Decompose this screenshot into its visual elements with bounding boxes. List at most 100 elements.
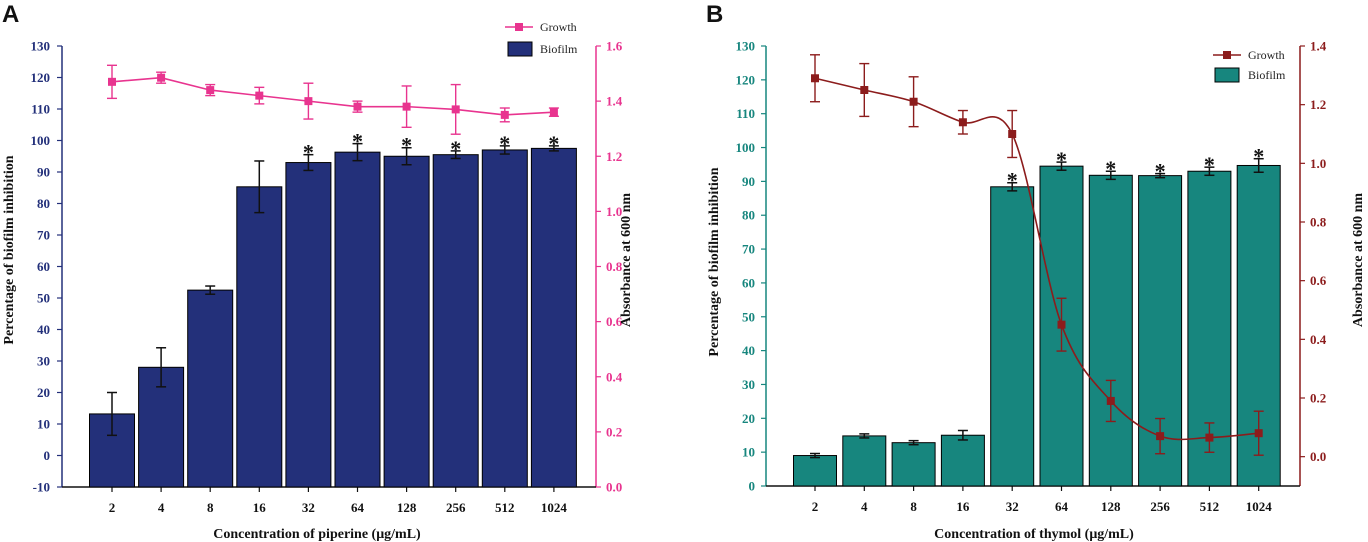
panel-b-significance-star: * bbox=[1105, 156, 1116, 181]
panel-b-growth-point-256 bbox=[1156, 432, 1165, 441]
panel-b-legend-bar-swatch bbox=[1214, 67, 1240, 83]
panel-a-x-tick-label: 512 bbox=[495, 500, 515, 515]
panel-a-y2-tick-label: 0.0 bbox=[606, 480, 622, 495]
panel-b-x-tick-label: 16 bbox=[956, 499, 970, 514]
panel-b-x-tick-label: 256 bbox=[1150, 499, 1170, 514]
panel-a-legend-growth-label: Growth bbox=[540, 20, 577, 34]
panel-a-y-tick-label: 30 bbox=[37, 354, 50, 369]
panel-b-growth-line bbox=[810, 54, 1264, 456]
panel-b-y-tick-label: 120 bbox=[736, 72, 756, 87]
panel-b-growth-point-32 bbox=[1008, 130, 1017, 138]
panel-a-x-tick-label: 8 bbox=[207, 500, 214, 515]
panel-a-x-tick-label: 2 bbox=[109, 500, 116, 515]
panel-a-x-tick-label: 128 bbox=[397, 500, 417, 515]
panel-a-bar-64 bbox=[334, 151, 381, 488]
panel-b-y2-tick-label: 1.0 bbox=[1310, 156, 1326, 171]
panel-b-growth-path bbox=[814, 77, 1259, 441]
panel-a-growth-point-64 bbox=[353, 102, 362, 111]
panel-b-x-axis-title: Concentration of thymol (μg/mL) bbox=[934, 527, 1134, 542]
panel-a-bar-1024 bbox=[530, 147, 577, 488]
panel-b-legend-biofilm-label: Biofilm bbox=[1248, 68, 1286, 82]
panel-b-y-tick-label: 30 bbox=[742, 377, 755, 392]
panel-a: A -10 0 10 20 30 40 50 60 70 80 90 100 110 120 130 0.0 0… bbox=[2, 1, 634, 542]
panel-a-bar-8 bbox=[187, 289, 234, 488]
panel-b-y-tick-label: 20 bbox=[742, 411, 755, 426]
panel-a-x-tick-label: 1024 bbox=[541, 500, 568, 515]
panel-a-significance-star: * bbox=[352, 129, 363, 154]
panel-b-x-tick-label: 128 bbox=[1101, 499, 1121, 514]
panel-a-y2-axis-title: Absorbance at 600 nm bbox=[619, 193, 634, 328]
panel-b-y-tick-label: 110 bbox=[736, 106, 755, 121]
panel-a-significance-star: * bbox=[548, 131, 559, 156]
panel-a-growth-point-2 bbox=[108, 77, 116, 86]
panel-a-y2-tick-label: 1.0 bbox=[606, 204, 622, 219]
panel-a-y2-tick-label: 1.2 bbox=[606, 149, 622, 164]
panel-b-x-tick-label: 1024 bbox=[1246, 499, 1273, 514]
panel-b-significance-star: * bbox=[1056, 147, 1067, 172]
panel-a-x-tick-label: 4 bbox=[158, 500, 165, 515]
panel-b-growth-point-128 bbox=[1106, 396, 1115, 405]
panel-b-legend-line-marker bbox=[1223, 51, 1231, 59]
panel-b-growth-point-1024 bbox=[1254, 429, 1263, 438]
panel-b-x-tick-label: 8 bbox=[910, 499, 917, 514]
panel-b-y2-tick-label: 1.2 bbox=[1310, 97, 1326, 112]
panel-a-y-tick-label: 130 bbox=[31, 39, 51, 54]
panel-a-y2-tick-label: 0.8 bbox=[606, 259, 623, 274]
panel-a-legend-biofilm-label: Biofilm bbox=[540, 42, 578, 56]
panel-a-y2-tick-label: 0.4 bbox=[606, 369, 623, 384]
panel-a-growth-point-256 bbox=[451, 105, 460, 114]
panel-a-growth-path bbox=[111, 76, 554, 116]
panel-b-legend: Growth Biofilm bbox=[1213, 48, 1286, 83]
panel-a-bar-16 bbox=[236, 186, 283, 488]
panel-b-y-tick-label: 40 bbox=[742, 343, 755, 358]
panel-b-growth-point-64 bbox=[1057, 320, 1066, 329]
panel-b-significance-star: * bbox=[1155, 159, 1166, 184]
panel-a-y-tick-label: 50 bbox=[37, 291, 50, 306]
panel-a-y-tick-label: 40 bbox=[37, 322, 50, 337]
panel-a-y-tick-label: 110 bbox=[31, 102, 50, 117]
panel-b-bar-4 bbox=[842, 435, 887, 487]
panel-a-y-axis-title: Percentage of biofilm inhibition bbox=[2, 155, 17, 344]
panel-b-y-tick-label: 10 bbox=[742, 445, 755, 460]
panel-a-y-tick-label: 10 bbox=[37, 417, 50, 432]
panel-b-significance-star: * bbox=[1253, 144, 1264, 169]
panel-a-significance-star: * bbox=[450, 136, 461, 161]
panel-b-y2-tick-label: 0.8 bbox=[1310, 215, 1327, 230]
panel-a-growth-point-512 bbox=[500, 110, 509, 119]
panel-a-letter: A bbox=[2, 1, 19, 28]
panel-a-y-tick-label: 90 bbox=[37, 165, 50, 180]
panel-b-x-tick-label: 512 bbox=[1200, 499, 1220, 514]
panel-b-growth-point-2 bbox=[811, 74, 819, 83]
panel-a-significance-star: * bbox=[303, 140, 314, 165]
panel-a-growth-line bbox=[107, 64, 559, 135]
panel-b-y2-tick-label: 0.2 bbox=[1310, 391, 1326, 406]
panel-a-growth-point-8 bbox=[206, 86, 215, 95]
panel-b-y-tick-label: 100 bbox=[736, 140, 756, 155]
panel-b-significance-star: * bbox=[1007, 168, 1018, 193]
panel-b: B 0 10 20 30 40 50 60 70 80 90 100 110 120 130 0.0 0.2 0… bbox=[706, 1, 1366, 542]
panel-b-bar-32 bbox=[990, 186, 1035, 487]
panel-b-growth-point-4 bbox=[860, 86, 869, 94]
panel-b-y-tick-label: 70 bbox=[742, 242, 755, 257]
panel-a-y-tick-label: 80 bbox=[37, 196, 50, 211]
panel-a-legend-bar-swatch bbox=[507, 41, 533, 57]
panel-b-y-tick-label: 130 bbox=[736, 39, 756, 54]
panel-b-y-tick-label: 80 bbox=[742, 208, 755, 223]
panel-a-y-tick-label: 0 bbox=[44, 448, 51, 463]
panel-b-bar-8 bbox=[891, 442, 936, 487]
panel-b-x-tick-label: 32 bbox=[1006, 499, 1019, 514]
panel-b-y-tick-label: 90 bbox=[742, 174, 755, 189]
panel-a-bar-32 bbox=[285, 162, 332, 488]
panel-b-bar-128 bbox=[1088, 174, 1133, 487]
panel-b-growth-point-8 bbox=[909, 97, 918, 106]
panel-a-y-tick-label: 100 bbox=[31, 133, 51, 148]
panel-a-significance-star: * bbox=[499, 131, 510, 156]
panel-b-legend-growth-label: Growth bbox=[1248, 48, 1285, 62]
panel-a-growth-point-4 bbox=[157, 73, 166, 82]
panel-b-y2-tick-label: 0.4 bbox=[1310, 332, 1327, 347]
panel-b-letter: B bbox=[706, 1, 723, 28]
panel-a-y-tick-label: 60 bbox=[37, 259, 50, 274]
panel-a-y-tick-label: 120 bbox=[31, 70, 51, 85]
panel-a-bar-256 bbox=[432, 154, 479, 488]
